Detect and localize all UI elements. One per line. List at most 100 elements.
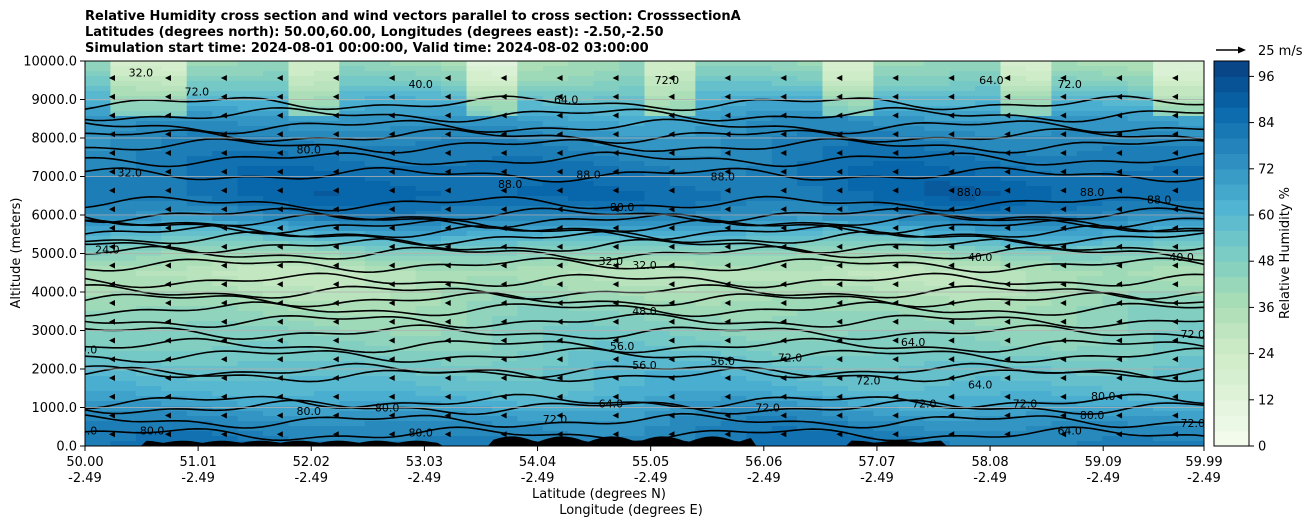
- contour-label: 80.0: [1080, 409, 1105, 422]
- rh-fill-cell: [212, 106, 239, 112]
- rh-fill-cell: [898, 381, 925, 387]
- rh-fill-cell: [441, 256, 467, 262]
- rh-fill-cell: [135, 136, 162, 142]
- rh-fill-cell: [1102, 221, 1129, 227]
- rh-fill-cell: [822, 321, 849, 327]
- rh-fill-cell: [848, 331, 874, 337]
- rh-fill-cell: [517, 91, 544, 97]
- rh-fill-cell: [1000, 351, 1027, 357]
- rh-fill-cell: [669, 341, 696, 347]
- rh-fill-cell: [1026, 86, 1052, 92]
- rh-fill-cell: [161, 266, 188, 272]
- rh-fill-cell: [415, 106, 442, 112]
- rh-fill-cell: [212, 371, 239, 377]
- terrain: [85, 436, 1204, 446]
- rh-fill-cell: [1026, 301, 1052, 307]
- rh-fill-cell: [542, 376, 569, 382]
- rh-fill-cell: [568, 236, 595, 242]
- rh-fill-cell: [466, 396, 493, 402]
- rh-fill-cell: [212, 101, 239, 107]
- rh-fill-cell: [873, 331, 900, 337]
- contour-label: 80.0: [297, 405, 322, 418]
- rh-fill-cell: [390, 176, 417, 182]
- rh-fill-cell: [695, 151, 722, 157]
- rh-fill-cell: [746, 156, 773, 162]
- wind-vector: [836, 187, 843, 194]
- rh-fill-cell: [822, 101, 849, 107]
- rh-fill-cell: [975, 161, 1002, 167]
- rh-fill-cell: [848, 131, 874, 137]
- rh-fill-cell: [364, 76, 391, 82]
- wind-vector: [332, 150, 339, 156]
- rh-fill-cell: [1051, 351, 1078, 357]
- rh-fill-cell: [669, 181, 696, 187]
- rh-fill-cell: [1102, 286, 1129, 292]
- rh-fill-cell: [695, 191, 722, 197]
- rh-fill-cell: [1000, 271, 1027, 277]
- rh-fill-cell: [924, 86, 951, 92]
- rh-fill-cell: [441, 391, 467, 397]
- rh-fill-cell: [644, 431, 671, 437]
- wind-vector: [780, 262, 787, 269]
- rh-fill-cell: [313, 76, 340, 82]
- rh-fill-cell: [110, 331, 137, 337]
- rh-fill-cell: [491, 316, 518, 322]
- rh-fill-cell: [924, 156, 951, 162]
- rh-fill-cell: [466, 436, 493, 442]
- rh-fill-cell: [313, 81, 340, 87]
- rh-fill-cell: [568, 261, 595, 267]
- rh-fill-cell: [873, 396, 900, 402]
- rh-fill-cell: [873, 171, 900, 177]
- rh-fill-cell: [695, 401, 722, 407]
- rh-fill-cell: [1153, 211, 1180, 217]
- rh-fill-cell: [669, 426, 696, 432]
- rh-fill-cell: [771, 286, 798, 292]
- rh-fill-cell: [695, 246, 722, 252]
- rh-fill-cell: [975, 426, 1002, 432]
- rh-fill-cell: [542, 66, 569, 72]
- rh-fill-cell: [949, 396, 976, 402]
- rh-fill-cell: [110, 336, 137, 342]
- rh-fill-cell: [1000, 116, 1027, 122]
- rh-fill-cell: [619, 376, 646, 382]
- rh-fill-cell: [135, 321, 162, 327]
- rh-fill-cell: [822, 411, 849, 417]
- rh-fill-cell: [898, 281, 925, 287]
- rh-fill-cell: [873, 321, 900, 327]
- rh-fill-cell: [720, 201, 747, 207]
- rh-fill-cell: [313, 231, 340, 237]
- rh-fill-cell: [669, 406, 696, 412]
- rh-fill-cell: [695, 341, 722, 347]
- rh-fill-cell: [1102, 281, 1129, 287]
- rh-fill-cell: [466, 81, 493, 87]
- rh-fill-cell: [644, 426, 671, 432]
- rh-fill-cell: [898, 261, 925, 267]
- rh-fill-cell: [873, 431, 900, 437]
- rh-fill-cell: [491, 166, 518, 172]
- rh-fill-cell: [644, 361, 671, 367]
- rh-fill-cell: [390, 351, 417, 357]
- rh-fill-cell: [1076, 191, 1103, 197]
- contour-label: 72.0: [1181, 417, 1206, 430]
- wind-vector: [948, 93, 955, 100]
- rh-fill-cell: [644, 281, 671, 287]
- rh-fill-cell: [161, 421, 188, 427]
- rh-fill-cell: [212, 176, 239, 182]
- rh-fill-cell: [441, 261, 467, 267]
- rh-fill-cell: [822, 396, 849, 402]
- rh-fill-cell: [186, 436, 213, 442]
- rh-fill-cell: [1102, 206, 1129, 212]
- rh-fill-cell: [695, 256, 722, 262]
- rh-fill-cell: [644, 336, 671, 342]
- rh-fill-cell: [822, 316, 849, 322]
- rh-fill-cell: [212, 426, 239, 432]
- rh-fill-cell: [263, 361, 289, 367]
- rh-fill-cell: [898, 146, 925, 152]
- rh-fill-cell: [1127, 241, 1154, 247]
- rh-fill-cell: [161, 151, 188, 157]
- rh-fill-cell: [441, 96, 467, 102]
- contour-label: 56.0: [632, 359, 657, 372]
- rh-fill-cell: [542, 96, 569, 102]
- chart-title-line-1: Relative Humidity cross section and wind…: [85, 9, 741, 24]
- rh-fill-cell: [644, 101, 671, 107]
